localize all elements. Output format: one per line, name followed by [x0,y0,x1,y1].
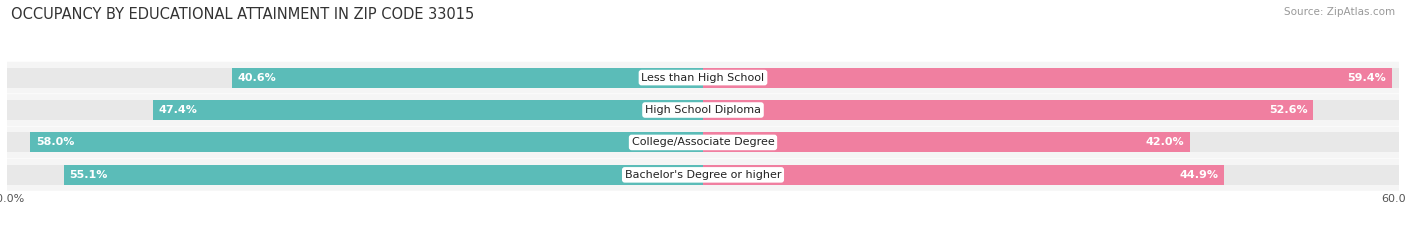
FancyBboxPatch shape [7,127,1399,158]
Text: 52.6%: 52.6% [1268,105,1308,115]
Bar [703,132,1399,152]
Text: 47.4%: 47.4% [159,105,198,115]
Bar [703,132,1191,152]
Text: 42.0%: 42.0% [1146,137,1184,147]
Bar [63,165,703,185]
Text: 58.0%: 58.0% [37,137,75,147]
Bar [7,165,703,185]
FancyBboxPatch shape [7,62,1399,93]
Bar [703,165,1223,185]
Text: Less than High School: Less than High School [641,73,765,83]
Bar [7,100,703,120]
Bar [703,100,1399,120]
Bar [7,68,703,88]
FancyBboxPatch shape [7,159,1399,191]
Text: High School Diploma: High School Diploma [645,105,761,115]
Bar [703,68,1392,88]
Text: College/Associate Degree: College/Associate Degree [631,137,775,147]
Text: Source: ZipAtlas.com: Source: ZipAtlas.com [1284,7,1395,17]
Bar [31,132,703,152]
Text: 44.9%: 44.9% [1180,170,1218,180]
Text: 40.6%: 40.6% [238,73,277,83]
Bar [7,132,703,152]
Bar [703,165,1399,185]
Bar [703,100,1313,120]
Bar [703,68,1399,88]
Text: Bachelor's Degree or higher: Bachelor's Degree or higher [624,170,782,180]
Text: 59.4%: 59.4% [1347,73,1386,83]
Bar [232,68,703,88]
Bar [153,100,703,120]
Text: OCCUPANCY BY EDUCATIONAL ATTAINMENT IN ZIP CODE 33015: OCCUPANCY BY EDUCATIONAL ATTAINMENT IN Z… [11,7,474,22]
Text: 55.1%: 55.1% [70,170,108,180]
FancyBboxPatch shape [7,94,1399,126]
